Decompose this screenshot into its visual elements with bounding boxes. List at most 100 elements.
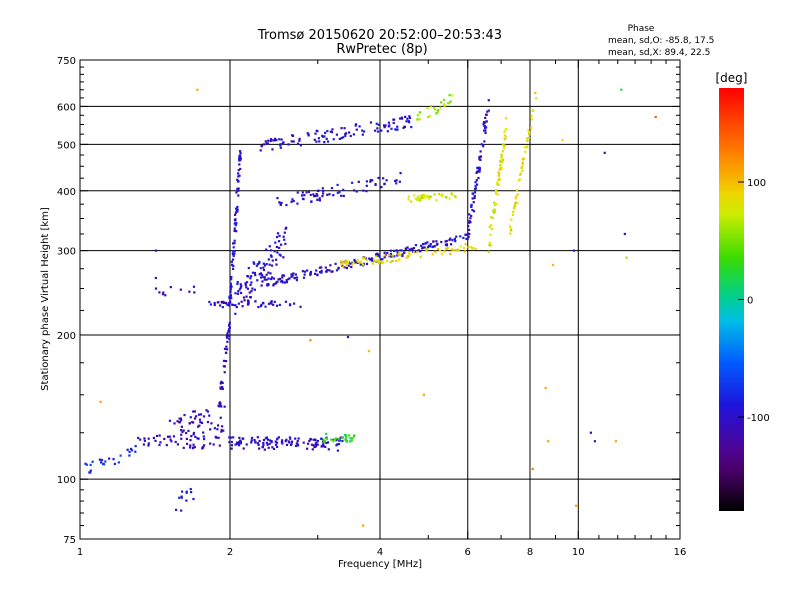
phase-point bbox=[380, 129, 383, 132]
phase-point bbox=[406, 246, 409, 249]
phase-point bbox=[154, 276, 157, 280]
phase-point bbox=[345, 435, 348, 439]
phase-point bbox=[468, 219, 471, 223]
phase-point bbox=[482, 120, 486, 124]
phase-point bbox=[340, 261, 343, 264]
phase-point bbox=[498, 177, 501, 180]
phase-point bbox=[377, 123, 380, 126]
phase-point bbox=[185, 442, 189, 445]
phase-point bbox=[418, 197, 421, 200]
phase-point bbox=[227, 330, 231, 333]
phase-point bbox=[242, 447, 245, 450]
phase-point bbox=[339, 436, 342, 439]
phase-point bbox=[428, 198, 431, 201]
phase-point bbox=[231, 258, 235, 261]
phase-point bbox=[488, 243, 491, 247]
phase-point bbox=[276, 196, 279, 200]
phase-point bbox=[303, 194, 306, 197]
phase-point bbox=[187, 429, 190, 433]
phase-point bbox=[589, 431, 592, 434]
phase-point bbox=[296, 202, 299, 205]
phase-point bbox=[371, 179, 374, 182]
phase-point bbox=[172, 435, 176, 438]
phase-point bbox=[513, 203, 517, 206]
phase-point bbox=[408, 121, 411, 124]
phase-point bbox=[158, 291, 161, 294]
phase-point bbox=[341, 436, 344, 439]
phase-point bbox=[88, 471, 91, 474]
phase-point bbox=[227, 334, 231, 337]
phase-point bbox=[298, 137, 301, 141]
phase-point bbox=[358, 125, 361, 128]
phase-point bbox=[500, 166, 504, 169]
phase-point bbox=[285, 443, 289, 446]
phase-point bbox=[200, 421, 204, 425]
phase-point bbox=[303, 270, 307, 273]
phase-point bbox=[272, 139, 275, 142]
phase-point bbox=[189, 444, 192, 447]
phase-point bbox=[448, 238, 451, 242]
phase-point bbox=[266, 142, 270, 145]
phase-point bbox=[654, 115, 657, 119]
phase-point bbox=[509, 232, 512, 235]
phase-point bbox=[623, 232, 626, 236]
phase-point bbox=[341, 262, 344, 265]
phase-point bbox=[483, 126, 487, 130]
phase-point bbox=[298, 139, 301, 142]
phase-point bbox=[235, 222, 238, 225]
phase-point bbox=[239, 151, 242, 155]
phase-point bbox=[492, 211, 495, 215]
phase-point bbox=[270, 249, 273, 252]
phase-point bbox=[479, 155, 482, 158]
phase-point bbox=[267, 271, 270, 274]
phase-point bbox=[467, 235, 470, 239]
phase-point bbox=[353, 434, 356, 437]
phase-point bbox=[449, 237, 452, 240]
phase-point bbox=[202, 431, 205, 434]
phase-point bbox=[321, 192, 325, 195]
phase-point bbox=[395, 259, 398, 263]
phase-point bbox=[593, 440, 597, 443]
phase-point bbox=[228, 441, 231, 444]
phase-point bbox=[445, 239, 448, 243]
phase-point bbox=[453, 237, 456, 241]
phase-point bbox=[521, 169, 524, 173]
chart-subtitle: RwPretec (8p) bbox=[336, 42, 427, 57]
phase-point bbox=[155, 434, 159, 438]
phase-point bbox=[382, 177, 385, 180]
phase-point bbox=[527, 136, 530, 140]
x-tick-label: 10 bbox=[572, 547, 585, 558]
phase-point bbox=[322, 438, 325, 441]
phase-point bbox=[495, 188, 498, 192]
phase-point bbox=[234, 218, 237, 221]
phase-point bbox=[475, 179, 478, 182]
phase-point bbox=[202, 438, 206, 441]
phase-point bbox=[435, 240, 438, 243]
phase-point bbox=[318, 199, 322, 202]
phase-point bbox=[224, 351, 228, 354]
phase-point bbox=[482, 123, 485, 126]
phase-point bbox=[433, 245, 436, 248]
phase-point bbox=[335, 133, 339, 136]
phase-point bbox=[309, 270, 313, 274]
phase-point bbox=[238, 163, 241, 166]
phase-point bbox=[325, 137, 328, 140]
phase-point bbox=[266, 438, 270, 441]
phase-point bbox=[408, 116, 412, 120]
phase-point bbox=[180, 490, 184, 493]
phase-point bbox=[292, 302, 296, 305]
phase-point bbox=[268, 442, 271, 445]
phase-point bbox=[108, 457, 111, 460]
x-tick-label: 6 bbox=[465, 547, 471, 558]
phase-point bbox=[209, 428, 212, 431]
phase-point bbox=[321, 195, 324, 198]
phase-point bbox=[404, 247, 407, 250]
phase-point bbox=[237, 442, 240, 445]
phase-point bbox=[482, 129, 486, 132]
phase-point bbox=[250, 275, 253, 278]
phase-point bbox=[229, 286, 232, 289]
phase-point bbox=[284, 242, 287, 246]
phase-point bbox=[249, 296, 252, 299]
phase-point bbox=[383, 256, 386, 259]
